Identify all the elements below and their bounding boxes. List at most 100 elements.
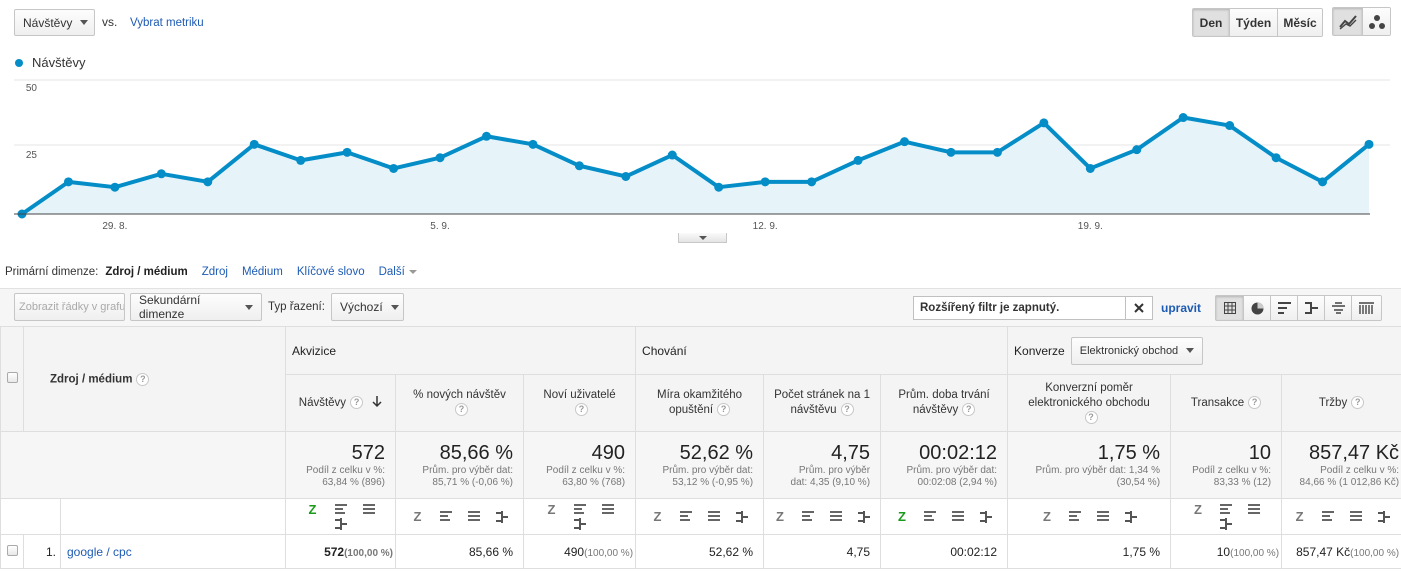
data-point[interactable]: [203, 177, 213, 187]
data-point[interactable]: [156, 169, 166, 179]
col-header-bounce-rate[interactable]: Míra okamžitého opuštění?: [635, 374, 765, 432]
viz-pivot-icon[interactable]: [1220, 518, 1233, 531]
data-point[interactable]: [435, 153, 445, 163]
data-point[interactable]: [1178, 113, 1188, 123]
viz-percentage-icon[interactable]: [924, 511, 937, 523]
comparison-view-button[interactable]: [1297, 296, 1324, 320]
col-header-avg-duration[interactable]: Prům. doba trvání návštěvy?: [880, 374, 1009, 432]
data-point[interactable]: [667, 150, 677, 160]
data-point[interactable]: [249, 139, 259, 149]
viz-performance-icon[interactable]: [952, 511, 965, 523]
data-point[interactable]: [574, 161, 584, 171]
viz-comparison-icon[interactable]: Z: [1295, 509, 1304, 525]
performance-view-button[interactable]: [1270, 296, 1297, 320]
data-point[interactable]: [992, 147, 1002, 157]
line-chart-button[interactable]: [1333, 8, 1362, 35]
col-header-transactions[interactable]: Transakce?: [1170, 374, 1283, 432]
viz-performance-icon[interactable]: [362, 504, 375, 516]
edit-filter-link[interactable]: upravit: [1161, 301, 1202, 315]
pie-view-button[interactable]: [1243, 296, 1270, 320]
viz-percentage-icon[interactable]: [573, 504, 586, 516]
clear-filter-button[interactable]: [1125, 297, 1152, 319]
data-point[interactable]: [946, 147, 956, 157]
data-point[interactable]: [528, 139, 538, 149]
dimension-more-link[interactable]: Další: [378, 266, 405, 278]
viz-pivot-icon[interactable]: [1125, 511, 1138, 524]
dimension-link-source[interactable]: Zdroj: [201, 266, 228, 278]
viz-comparison-icon[interactable]: Z: [898, 509, 906, 525]
data-point[interactable]: [1225, 121, 1235, 131]
motion-chart-button[interactable]: [1362, 8, 1390, 35]
data-point[interactable]: [342, 147, 352, 157]
viz-pivot-icon[interactable]: [573, 518, 586, 531]
dimension-link-keyword[interactable]: Klíčové slovo: [296, 266, 365, 278]
viz-percentage-icon[interactable]: [439, 511, 452, 523]
viz-comparison-icon[interactable]: Z: [776, 509, 784, 525]
col-header-pages-per-visit[interactable]: Počet stránek na 1 návštěvu?: [763, 374, 882, 432]
data-point[interactable]: [621, 171, 631, 181]
term-cloud-view-button[interactable]: [1324, 296, 1351, 320]
viz-pivot-icon[interactable]: [334, 518, 347, 531]
granularity-week-button[interactable]: Týden: [1229, 9, 1277, 36]
data-point[interactable]: [1364, 139, 1374, 149]
data-point[interactable]: [714, 182, 724, 192]
viz-pivot-icon[interactable]: [858, 511, 871, 524]
viz-performance-icon[interactable]: [1248, 504, 1261, 516]
viz-percentage-icon[interactable]: [1220, 504, 1233, 516]
granularity-month-button[interactable]: Měsíc: [1277, 9, 1322, 36]
data-point[interactable]: [63, 177, 73, 187]
row-checkbox[interactable]: [6, 544, 18, 556]
dimension-more-dropdown[interactable]: Další: [379, 266, 417, 278]
data-point[interactable]: [853, 155, 863, 165]
viz-performance-icon[interactable]: [601, 504, 614, 516]
select-all-checkbox[interactable]: [6, 372, 18, 383]
dimension-link-medium[interactable]: Médium: [241, 266, 283, 278]
metric-dropdown[interactable]: Návštěvy: [14, 9, 95, 36]
col-header-visits[interactable]: Návštěvy?: [285, 374, 397, 432]
table-view-button[interactable]: [1216, 296, 1243, 320]
pick-metric-link[interactable]: Vybrat metriku: [130, 17, 204, 29]
viz-pivot-icon[interactable]: [495, 511, 508, 524]
data-point[interactable]: [110, 182, 120, 192]
data-point[interactable]: [296, 155, 306, 165]
viz-pivot-icon[interactable]: [980, 511, 993, 524]
viz-performance-icon[interactable]: [707, 511, 720, 523]
viz-percentage-icon[interactable]: [1321, 511, 1334, 523]
viz-performance-icon[interactable]: [830, 511, 843, 523]
viz-percentage-icon[interactable]: [1069, 511, 1082, 523]
data-point[interactable]: [1132, 145, 1142, 155]
chart-collapse-handle[interactable]: [678, 233, 727, 243]
dimension-header[interactable]: Zdroj / médium?: [22, 326, 287, 432]
data-point[interactable]: [900, 137, 910, 147]
viz-performance-icon[interactable]: [467, 511, 480, 523]
advanced-filter-box[interactable]: Rozšířený filtr je zapnutý.: [913, 296, 1153, 320]
viz-comparison-icon[interactable]: Z: [653, 509, 662, 525]
viz-comparison-icon[interactable]: Z: [1194, 502, 1202, 518]
conversion-type-dropdown[interactable]: Elektronický obchod: [1070, 336, 1204, 365]
viz-comparison-icon[interactable]: Z: [308, 502, 317, 518]
viz-performance-icon[interactable]: [1349, 511, 1362, 523]
col-header-new-users[interactable]: Noví uživatelé?: [523, 374, 637, 432]
viz-pivot-icon[interactable]: [735, 511, 748, 524]
viz-pivot-icon[interactable]: [1377, 511, 1390, 524]
data-point[interactable]: [1039, 118, 1049, 128]
viz-percentage-icon[interactable]: [679, 511, 692, 523]
viz-comparison-icon[interactable]: Z: [413, 509, 422, 525]
granularity-day-button[interactable]: Den: [1193, 9, 1229, 36]
data-point[interactable]: [389, 163, 399, 173]
viz-comparison-icon[interactable]: Z: [547, 502, 556, 518]
data-point[interactable]: [807, 177, 817, 187]
viz-percentage-icon[interactable]: [334, 504, 347, 516]
data-point[interactable]: [1085, 163, 1095, 173]
col-header-new-visits[interactable]: % nových návštěv?: [395, 374, 525, 432]
secondary-dimension-dropdown[interactable]: Sekundární dimenze: [130, 293, 262, 321]
viz-percentage-icon[interactable]: [802, 511, 815, 523]
viz-comparison-icon[interactable]: Z: [1043, 509, 1051, 525]
pivot-view-button[interactable]: [1351, 296, 1381, 320]
data-point[interactable]: [481, 131, 491, 141]
col-header-ecommerce-rate[interactable]: Konverzní poměr elektronického obchodu?: [1007, 374, 1172, 432]
col-header-revenue[interactable]: Tržby?: [1281, 374, 1401, 432]
data-point[interactable]: [1318, 177, 1328, 187]
data-point[interactable]: [1271, 153, 1281, 163]
plot-rows-button[interactable]: Zobrazit řádky v grafu: [14, 293, 125, 321]
